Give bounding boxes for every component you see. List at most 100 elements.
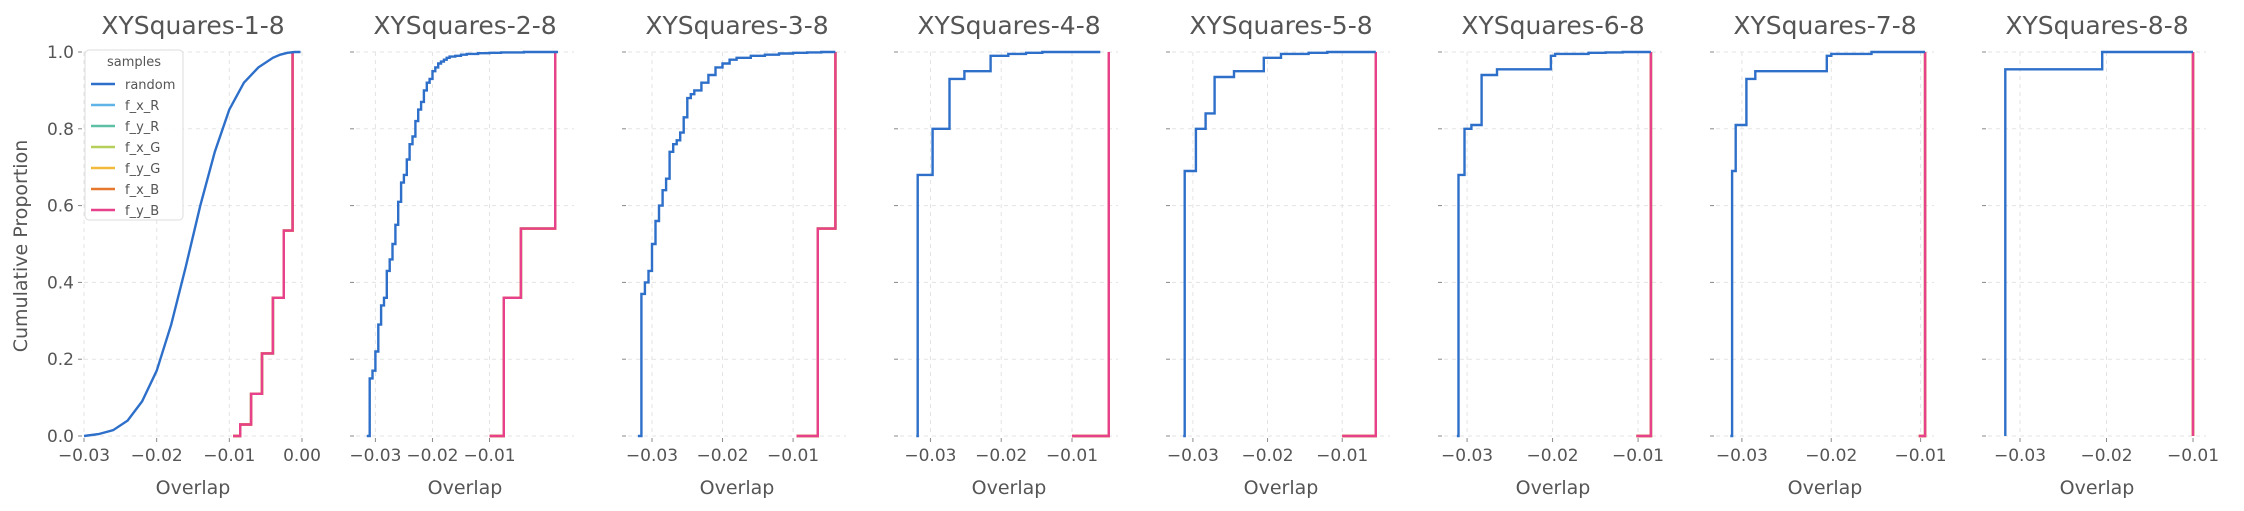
chart-title: XYSquares-7-8 xyxy=(1733,11,1916,40)
x-tick-label: −0.03 xyxy=(904,446,956,466)
series-line-f-x-G xyxy=(796,52,837,438)
x-tick-label: −0.02 xyxy=(696,446,748,466)
x-axis-label: Overlap xyxy=(1788,477,1863,499)
series-line-f-y-G xyxy=(1636,52,1653,438)
series-line-f-y-R xyxy=(796,52,837,438)
legend-item-f-x-R: f_x_R xyxy=(125,99,159,114)
x-axis-label: Overlap xyxy=(2060,477,2135,499)
series-line-random xyxy=(2004,50,2193,436)
y-axis-label: Cumulative Proportion xyxy=(10,140,32,353)
x-axis-label: Overlap xyxy=(700,477,775,499)
chart-panel-3: −0.03 −0.02 −0.01 XYSquares-3-8 Overlap xyxy=(622,11,846,499)
chart-panel-6: −0.03 −0.02 −0.01 XYSquares-6-8 Overlap xyxy=(1438,11,1664,499)
series-line-f-y-B xyxy=(1072,52,1110,438)
x-tick-label: −0.01 xyxy=(2167,446,2219,466)
series-line-random xyxy=(1730,50,1926,438)
series-line-f-x-R xyxy=(1342,52,1377,438)
series-line-random xyxy=(637,50,836,438)
series-line-f-y-B xyxy=(796,52,837,438)
series-line-f-y-G xyxy=(1072,52,1110,438)
x-tick-label: −0.01 xyxy=(1046,446,1098,466)
series-line-f-y-B xyxy=(1636,52,1653,438)
panels: 0.0 0.2 0.4 0.6 0.8 1.0 −0.03 −0.02 −0.01 0.00 XYS… xyxy=(47,11,2219,499)
series-line-f-y-B xyxy=(1342,52,1377,438)
x-tick-label: −0.01 xyxy=(1316,446,1368,466)
series-line-f-y-R xyxy=(489,52,557,438)
x-tick-label: −0.03 xyxy=(1167,446,1219,466)
y-tick-label: 0.0 xyxy=(47,427,74,447)
series-line-f-y-B xyxy=(489,52,557,438)
x-tick-label: −0.02 xyxy=(1242,446,1294,466)
x-axis-label: Overlap xyxy=(1244,477,1319,499)
chart-title: XYSquares-2-8 xyxy=(373,11,556,40)
x-axis-label: Overlap xyxy=(156,477,231,499)
series-line-f-y-B xyxy=(1918,52,1927,438)
series-line-f-y-G xyxy=(796,52,837,438)
legend-item-f-y-G: f_y_G xyxy=(125,162,160,177)
series-line-f-x-R xyxy=(1072,52,1110,438)
chart-panel-1: 0.0 0.2 0.4 0.6 0.8 1.0 −0.03 −0.02 −0.01 0.00 XYS… xyxy=(47,11,321,499)
series-line-f-y-G xyxy=(1342,52,1377,438)
x-axis-label: Overlap xyxy=(1516,477,1591,499)
chart-panel-2: −0.03 −0.02 −0.01 XYSquares-2-8 Overlap xyxy=(349,11,574,499)
chart-panel-8: −0.03 −0.02 −0.01 XYSquares-8-8 Overlap xyxy=(1982,11,2219,499)
x-tick-label: −0.02 xyxy=(131,446,183,466)
x-tick-label: −0.02 xyxy=(2080,446,2132,466)
x-tick-label: −0.01 xyxy=(203,446,255,466)
x-tick-label: −0.03 xyxy=(58,446,110,466)
series-line-f-x-B xyxy=(1342,52,1377,438)
legend-item-f-y-B: f_y_B xyxy=(125,204,159,219)
legend-item-f-x-G: f_x_G xyxy=(125,141,160,156)
chart-title: XYSquares-1-8 xyxy=(101,11,284,40)
x-tick-label: 0.00 xyxy=(283,446,321,466)
series-line-f-x-B xyxy=(489,52,557,438)
x-tick-label: −0.01 xyxy=(767,446,819,466)
chart-panel-4: −0.03 −0.02 −0.01 XYSquares-4-8 Overlap xyxy=(894,11,1118,499)
series-line-random xyxy=(1183,50,1376,438)
x-tick-label: −0.03 xyxy=(1441,446,1493,466)
y-tick-label: 0.8 xyxy=(47,120,74,140)
legend-item-f-y-R: f_y_R xyxy=(125,120,159,135)
x-tick-label: −0.02 xyxy=(1805,446,1857,466)
series-line-f-x-R xyxy=(489,52,557,438)
series-line-f-x-G xyxy=(1636,52,1653,438)
x-tick-label: −0.01 xyxy=(463,446,515,466)
series-line-f-x-G xyxy=(1072,52,1110,438)
y-tick-label: 1.0 xyxy=(47,43,74,63)
x-axis-label: Overlap xyxy=(428,477,503,499)
series-line-f-x-B xyxy=(1072,52,1110,438)
x-tick-label: −0.03 xyxy=(349,446,401,466)
y-tick-label: 0.4 xyxy=(47,273,74,293)
legend-box xyxy=(84,49,184,221)
chart-panel-7: −0.03 −0.02 −0.01 XYSquares-7-8 Overlap xyxy=(1710,11,1947,499)
x-tick-label: −0.01 xyxy=(1895,446,1947,466)
series-line-f-x-G xyxy=(1342,52,1377,438)
x-axis-label: Overlap xyxy=(972,477,1047,499)
x-tick-label: −0.02 xyxy=(1527,446,1579,466)
series-line-f-x-R xyxy=(1636,52,1653,438)
x-tick-label: −0.03 xyxy=(626,446,678,466)
series-line-f-y-R xyxy=(1636,52,1653,438)
series-line-random xyxy=(366,50,558,438)
series-line-f-y-R xyxy=(1342,52,1377,438)
series-line-f-x-R xyxy=(796,52,837,438)
series-line-random xyxy=(916,50,1101,438)
series-line-f-x-B xyxy=(1636,52,1653,438)
chart-title: XYSquares-3-8 xyxy=(645,11,828,40)
series-line-random xyxy=(83,50,301,438)
y-tick-label: 0.6 xyxy=(47,197,74,217)
x-tick-label: −0.03 xyxy=(1716,446,1768,466)
legend-item-random: random xyxy=(125,78,175,93)
chart-panel-5: −0.03 −0.02 −0.01 XYSquares-5-8 Overlap xyxy=(1166,11,1390,499)
y-tick-label: 0.2 xyxy=(47,350,74,370)
x-tick-label: −0.01 xyxy=(1612,446,1664,466)
legend-title: samples xyxy=(107,55,161,70)
chart-title: XYSquares-6-8 xyxy=(1461,11,1644,40)
x-tick-label: −0.03 xyxy=(1994,446,2046,466)
series-line-f-y-R xyxy=(1072,52,1110,438)
legend: samples random f_x_R f_y_R f_x_G f_y_G f_x_B f_… xyxy=(84,49,184,221)
chart-title: XYSquares-4-8 xyxy=(917,11,1100,40)
x-tick-label: −0.02 xyxy=(975,446,1027,466)
legend-item-f-x-B: f_x_B xyxy=(125,183,159,198)
